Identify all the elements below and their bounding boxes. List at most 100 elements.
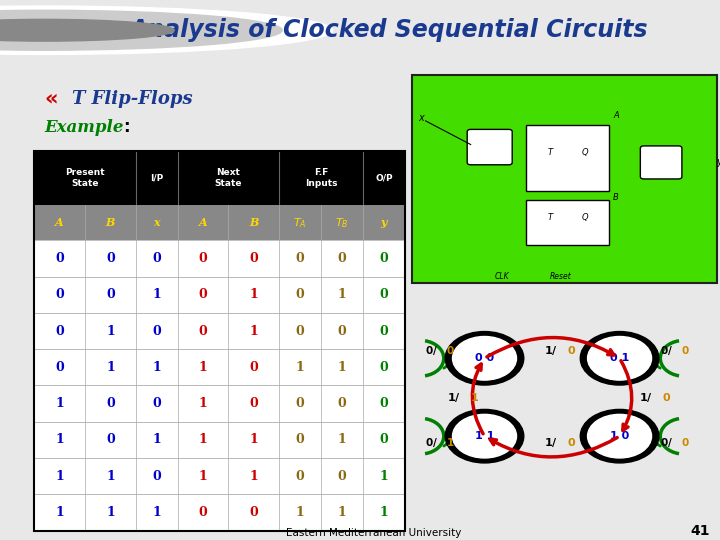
Text: 0: 0 xyxy=(55,252,64,265)
Text: 0: 0 xyxy=(338,325,346,338)
Text: 0: 0 xyxy=(379,434,388,447)
Text: B: B xyxy=(249,217,258,228)
Text: 1: 1 xyxy=(296,506,305,519)
Text: 1: 1 xyxy=(379,470,388,483)
Text: 0 0: 0 0 xyxy=(475,353,494,363)
Text: 0: 0 xyxy=(338,252,346,265)
Text: 1: 1 xyxy=(338,434,346,447)
Text: y: y xyxy=(716,158,720,167)
Text: 0: 0 xyxy=(379,361,388,374)
Bar xyxy=(35,313,405,349)
Text: 0: 0 xyxy=(682,438,689,448)
Bar xyxy=(412,75,716,283)
Circle shape xyxy=(452,336,516,380)
Text: 1: 1 xyxy=(338,361,346,374)
Text: 0: 0 xyxy=(199,252,207,265)
Text: Eastern Mediterranean University: Eastern Mediterranean University xyxy=(286,528,462,538)
Text: 1: 1 xyxy=(296,361,305,374)
Text: /: / xyxy=(668,346,672,356)
Text: 0: 0 xyxy=(296,325,305,338)
Text: 0: 0 xyxy=(567,438,575,448)
Text: 1: 1 xyxy=(471,394,478,403)
Text: Present
State: Present State xyxy=(66,168,105,188)
Text: 0: 0 xyxy=(338,397,346,410)
Circle shape xyxy=(445,332,523,385)
Text: O/P: O/P xyxy=(375,173,392,183)
FancyBboxPatch shape xyxy=(467,130,512,165)
Text: T: T xyxy=(548,148,553,158)
Text: 1: 1 xyxy=(55,397,64,410)
Text: 1: 1 xyxy=(153,288,161,301)
Text: 1: 1 xyxy=(106,361,114,374)
Text: 0: 0 xyxy=(153,470,161,483)
Bar xyxy=(35,151,405,205)
Text: A: A xyxy=(199,217,207,228)
Text: Analysis of Clocked Sequential Circuits: Analysis of Clocked Sequential Circuits xyxy=(130,18,648,42)
Circle shape xyxy=(0,19,174,41)
Text: 1: 1 xyxy=(446,438,454,448)
Text: 0: 0 xyxy=(55,288,64,301)
Text: /: / xyxy=(456,394,459,403)
FancyBboxPatch shape xyxy=(640,146,682,179)
Text: 1: 1 xyxy=(639,394,647,403)
Text: T: T xyxy=(548,213,553,222)
Text: 0: 0 xyxy=(199,325,207,338)
Text: 0: 0 xyxy=(379,288,388,301)
Text: T Flip-Flops: T Flip-Flops xyxy=(73,90,193,107)
Bar xyxy=(35,240,405,276)
Text: 1: 1 xyxy=(249,288,258,301)
Text: 0: 0 xyxy=(661,346,668,356)
Circle shape xyxy=(588,336,652,380)
Text: 0: 0 xyxy=(296,252,305,265)
Text: 0: 0 xyxy=(379,397,388,410)
Text: 1: 1 xyxy=(338,506,346,519)
Text: 0: 0 xyxy=(661,438,668,448)
Text: 1: 1 xyxy=(199,470,207,483)
Text: 0: 0 xyxy=(296,434,305,447)
Text: /: / xyxy=(647,394,652,403)
Text: x: x xyxy=(419,113,425,123)
Circle shape xyxy=(588,414,652,458)
Text: 1: 1 xyxy=(55,470,64,483)
Text: $T_A$: $T_A$ xyxy=(293,215,307,230)
Bar xyxy=(35,458,405,494)
Text: 1: 1 xyxy=(106,470,114,483)
Text: Reset: Reset xyxy=(550,272,572,281)
Text: 0: 0 xyxy=(106,288,114,301)
Text: 1: 1 xyxy=(153,434,161,447)
Bar xyxy=(526,125,609,191)
Text: 0: 0 xyxy=(296,288,305,301)
Bar xyxy=(35,422,405,458)
Bar xyxy=(35,349,405,386)
Text: 0: 0 xyxy=(153,325,161,338)
Text: 0: 0 xyxy=(296,470,305,483)
Text: 0: 0 xyxy=(249,361,258,374)
Circle shape xyxy=(445,409,523,463)
Text: F.F
Inputs: F.F Inputs xyxy=(305,168,337,188)
Text: 0: 0 xyxy=(55,361,64,374)
Text: 0: 0 xyxy=(249,506,258,519)
Text: /: / xyxy=(552,346,557,356)
Bar xyxy=(526,200,609,245)
Bar xyxy=(35,205,405,240)
Text: /: / xyxy=(433,346,436,356)
Circle shape xyxy=(580,332,659,385)
Text: B: B xyxy=(106,217,115,228)
Text: 1: 1 xyxy=(55,506,64,519)
Text: :: : xyxy=(123,118,130,136)
Bar xyxy=(35,386,405,422)
Text: B: B xyxy=(613,193,619,202)
Text: 1: 1 xyxy=(544,346,552,356)
Text: 1: 1 xyxy=(199,397,207,410)
Text: 1: 1 xyxy=(379,506,388,519)
Text: Example: Example xyxy=(45,119,124,136)
Text: /: / xyxy=(552,438,557,448)
Text: 1 1: 1 1 xyxy=(474,431,494,441)
Text: 1: 1 xyxy=(249,434,258,447)
Text: 0: 0 xyxy=(249,252,258,265)
Text: x: x xyxy=(153,217,160,228)
Text: 0: 0 xyxy=(153,397,161,410)
Text: 0: 0 xyxy=(106,252,114,265)
Text: 0 1: 0 1 xyxy=(610,353,629,363)
Text: CLK: CLK xyxy=(495,272,509,281)
